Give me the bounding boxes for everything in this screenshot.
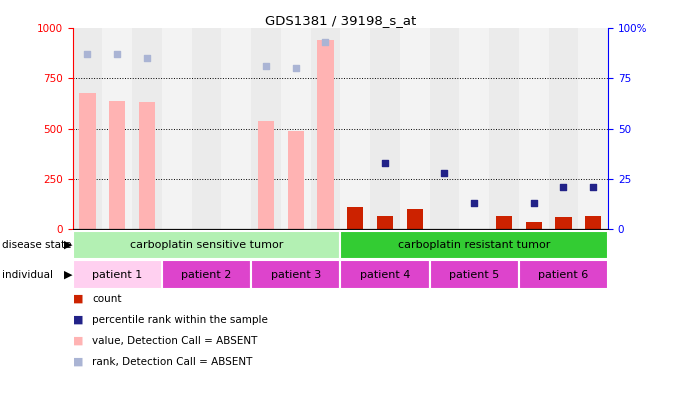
Bar	[102, 28, 132, 229]
Bar	[406, 209, 423, 229]
Point	[112, 51, 123, 58]
Text: disease state: disease state	[2, 240, 72, 250]
Bar	[341, 231, 608, 259]
Bar	[281, 28, 310, 229]
Bar	[258, 121, 274, 229]
Bar	[287, 130, 304, 229]
Point	[142, 55, 153, 62]
Title: GDS1381 / 39198_s_at: GDS1381 / 39198_s_at	[265, 14, 416, 27]
Text: percentile rank within the sample: percentile rank within the sample	[92, 315, 268, 325]
Point	[558, 183, 569, 190]
Text: patient 5: patient 5	[449, 270, 500, 279]
Text: patient 4: patient 4	[360, 270, 410, 279]
Text: carboplatin resistant tumor: carboplatin resistant tumor	[398, 240, 551, 250]
Bar	[347, 207, 363, 229]
Text: patient 2: patient 2	[181, 270, 231, 279]
Bar	[221, 28, 251, 229]
Point	[82, 51, 93, 58]
Point	[320, 39, 331, 46]
Point	[528, 200, 539, 206]
Bar	[162, 28, 191, 229]
Text: ■: ■	[73, 336, 83, 346]
Bar	[578, 28, 608, 229]
Bar	[489, 28, 519, 229]
Bar	[251, 260, 340, 289]
Bar	[132, 28, 162, 229]
Text: ■: ■	[73, 315, 83, 325]
Bar	[430, 28, 460, 229]
Bar	[73, 28, 102, 229]
Bar	[341, 260, 430, 289]
Point	[468, 200, 480, 206]
Bar	[109, 100, 125, 229]
Bar	[251, 28, 281, 229]
Text: individual: individual	[2, 270, 53, 279]
Bar	[549, 28, 578, 229]
Point	[379, 160, 390, 166]
Text: patient 6: patient 6	[538, 270, 589, 279]
Text: value, Detection Call = ABSENT: value, Detection Call = ABSENT	[92, 336, 257, 346]
Bar	[340, 28, 370, 229]
Point	[587, 183, 598, 190]
Text: count: count	[92, 294, 122, 304]
Bar	[519, 28, 549, 229]
Bar	[556, 217, 571, 229]
Bar	[73, 260, 162, 289]
Bar	[430, 260, 519, 289]
Text: ▶: ▶	[64, 240, 72, 250]
Bar	[370, 28, 400, 229]
Text: rank, Detection Call = ABSENT: rank, Detection Call = ABSENT	[92, 357, 252, 367]
Bar	[460, 28, 489, 229]
Bar	[317, 40, 334, 229]
Point	[261, 63, 272, 70]
Text: patient 1: patient 1	[92, 270, 142, 279]
Bar	[162, 260, 251, 289]
Bar	[310, 28, 340, 229]
Point	[439, 169, 450, 176]
Bar	[526, 222, 542, 229]
Text: ■: ■	[73, 357, 83, 367]
Text: ■: ■	[73, 294, 83, 304]
Text: ▶: ▶	[64, 270, 72, 279]
Text: carboplatin sensitive tumor: carboplatin sensitive tumor	[130, 240, 283, 250]
Bar	[585, 216, 601, 229]
Point	[290, 65, 301, 72]
Text: patient 3: patient 3	[271, 270, 321, 279]
Bar	[400, 28, 430, 229]
Bar	[519, 260, 608, 289]
Bar	[79, 92, 95, 229]
Bar	[191, 28, 221, 229]
Bar	[495, 216, 512, 229]
Bar	[377, 216, 393, 229]
Bar	[139, 102, 155, 229]
Bar	[73, 231, 341, 259]
